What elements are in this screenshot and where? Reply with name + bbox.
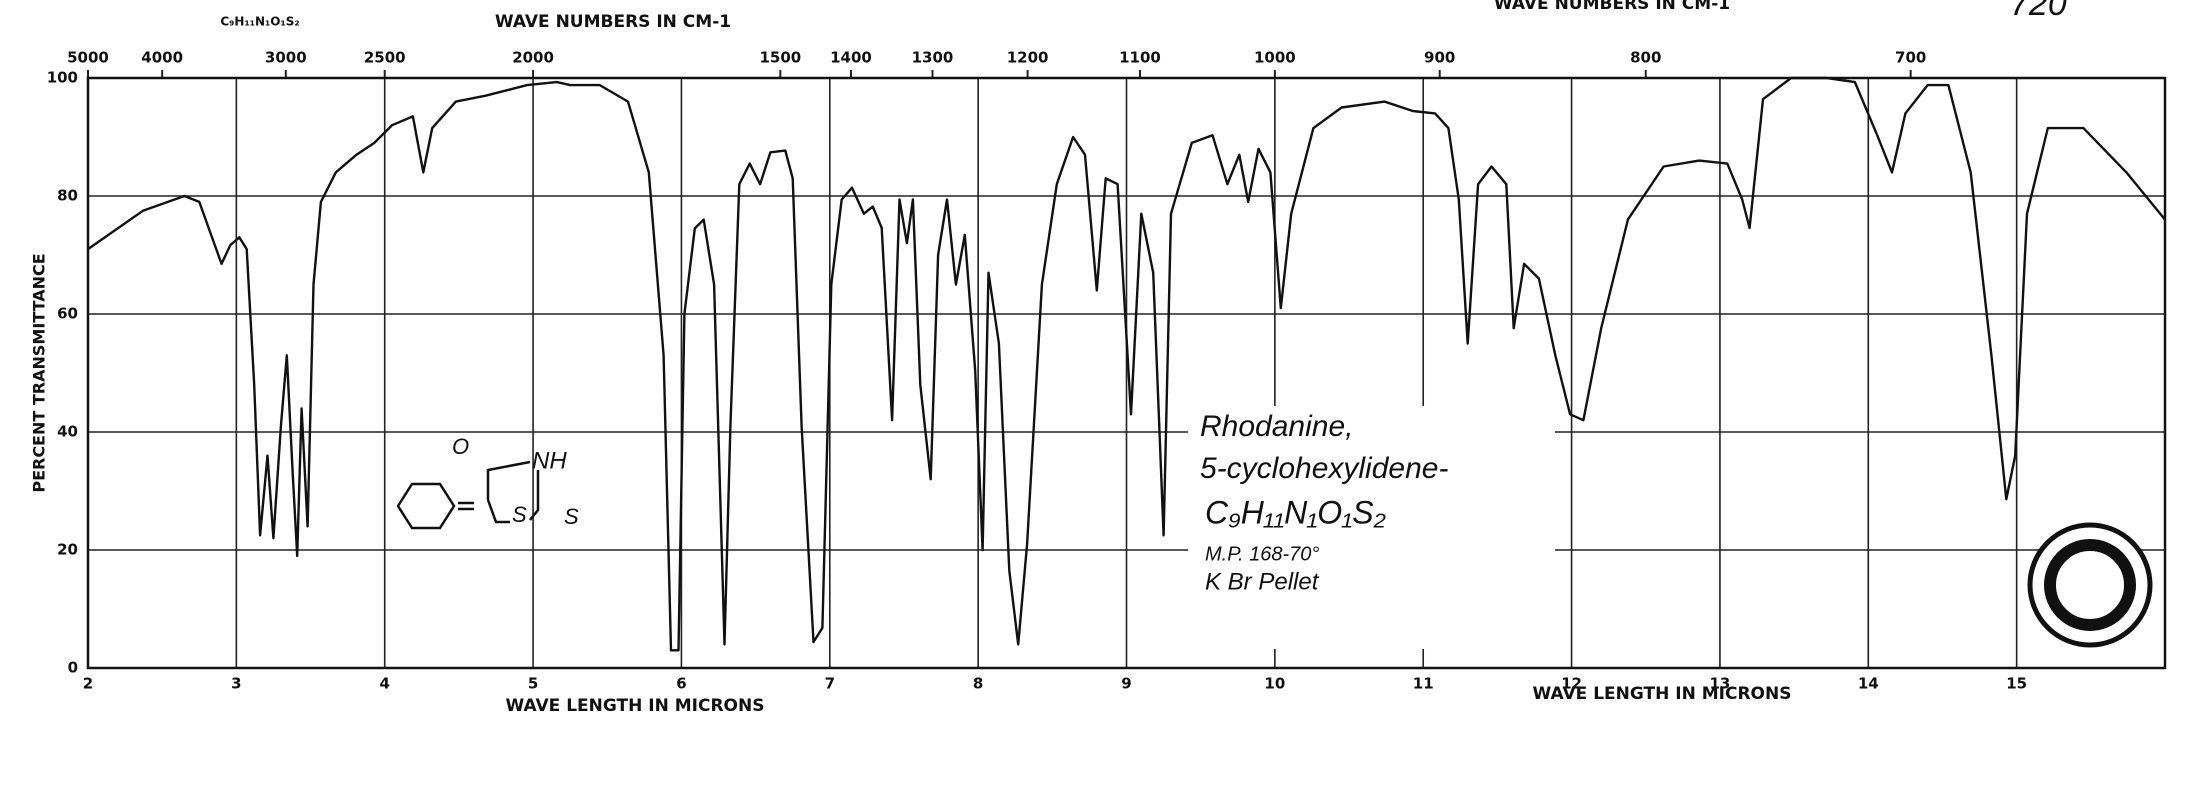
x-tick-label: 11 xyxy=(1413,675,1434,693)
structure-label: NH xyxy=(532,447,567,474)
x-tick-label: 12 xyxy=(1561,675,1582,693)
structure-label: S xyxy=(512,502,527,527)
handwritten-number: 720 xyxy=(2010,0,2067,23)
x-tick-label: 15 xyxy=(2006,675,2027,693)
cyclohexane-ring xyxy=(396,482,456,530)
x-tick-label: 13 xyxy=(1709,675,1730,693)
top-tick-label: 5000 xyxy=(67,49,109,67)
top-tick-label: 1300 xyxy=(912,49,954,67)
formula-top: C₉H₁₁N₁O₁S₂ xyxy=(220,15,299,29)
x-tick-label: 4 xyxy=(379,675,389,693)
top-tick-label: 1000 xyxy=(1254,49,1296,67)
structure-label: O xyxy=(452,434,469,459)
y-tick-label: 40 xyxy=(57,423,78,441)
ring-bond xyxy=(529,470,540,521)
x-tick-label: 14 xyxy=(1858,675,1879,693)
annotation: M.P. 168-70° xyxy=(1205,543,1319,565)
structure-label: S xyxy=(564,504,579,529)
annotation: Rhodanine, xyxy=(1200,410,1353,443)
x-tick-label: 6 xyxy=(676,675,686,693)
top-tick-label: 1500 xyxy=(759,49,801,67)
annotation: C₉H₁₁N₁O₁S₂ xyxy=(1205,494,1386,530)
y-tick-label: 20 xyxy=(57,541,78,559)
plot-frame xyxy=(86,76,2167,670)
x-tick-label: 8 xyxy=(973,675,983,693)
spectrum-line xyxy=(87,76,2166,652)
top-tick-label: 900 xyxy=(1424,49,1455,67)
top-axis-title: WAVE NUMBERS IN CM-1 xyxy=(1494,0,1730,14)
top-tick-label: 1400 xyxy=(830,49,872,67)
top-tick-label: 700 xyxy=(1895,49,1926,67)
x-tick-label: 7 xyxy=(825,675,835,693)
annotation: K Br Pellet xyxy=(1205,568,1320,595)
top-tick-label: 2500 xyxy=(364,49,406,67)
ring-bond xyxy=(486,499,510,524)
y-tick-label: 60 xyxy=(57,305,78,323)
top-tick-label: 4000 xyxy=(141,49,183,67)
x-tick-label: 10 xyxy=(1264,675,1285,693)
top-tick-label: 3000 xyxy=(265,49,307,67)
x-tick-label: 9 xyxy=(1121,675,1131,693)
structure xyxy=(396,460,540,530)
top-tick-label: 800 xyxy=(1630,49,1661,67)
top-tick-label: 1100 xyxy=(1119,49,1161,67)
annotation: 5-cyclohexylidene- xyxy=(1200,452,1448,485)
y-axis-title: PERCENT TRANSMITTANCE xyxy=(30,253,49,492)
top-tick-label: 2000 xyxy=(512,49,554,67)
top-tick-label: 1200 xyxy=(1007,49,1049,67)
plot-area: 0 20 40 60 80 100 2 3 4 5 6 7 8 9 10 11 12 13 14 15 5000 4000… xyxy=(47,49,2167,693)
annotation-box xyxy=(1188,406,1555,649)
y-tick-label: 80 xyxy=(57,187,78,205)
x-tick-label: 2 xyxy=(83,675,93,693)
y-tick-label: 100 xyxy=(47,69,78,87)
x-axis-title: WAVE LENGTH IN MICRONS xyxy=(1533,684,1792,704)
top-axis-title: WAVE NUMBERS IN CM-1 xyxy=(495,12,731,32)
y-tick-label: 0 xyxy=(68,659,78,677)
logo xyxy=(2044,539,2136,631)
x-axis-title: WAVE LENGTH IN MICRONS xyxy=(506,696,765,716)
x-tick-label: 3 xyxy=(231,675,241,693)
ring-bond xyxy=(486,460,531,500)
x-tick-label: 5 xyxy=(528,675,538,693)
